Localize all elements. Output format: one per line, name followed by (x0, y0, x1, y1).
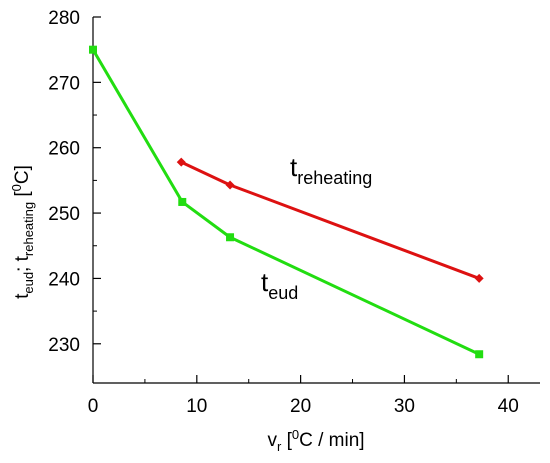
point-reheating-0 (176, 157, 186, 167)
y-tick-label-240: 240 (48, 269, 80, 290)
y-tick-label-270: 270 (48, 73, 80, 94)
y-axis-title-sup: 0 (9, 184, 24, 191)
x-axis-title-bracket: [ (281, 430, 292, 451)
y-axis-title-t1: t (12, 293, 33, 299)
point-eud-2 (226, 233, 235, 242)
series-layer (89, 45, 484, 359)
x-tick-label-40: 40 (498, 396, 519, 417)
x-axis-title-rest: C / min] (299, 430, 364, 451)
x-tick-label-10: 10 (186, 396, 207, 417)
point-reheating-2 (474, 273, 484, 283)
x-axis-title-main: v (267, 430, 277, 451)
y-axis-title-sub2: reheating (21, 202, 36, 256)
x-axis-title-sub: r (277, 439, 282, 454)
x-axis-title-sup: 0 (292, 427, 299, 442)
x-axis-title: vr [0C / min] (267, 427, 364, 454)
point-eud-1 (178, 197, 187, 206)
series-label-reheating-sub: reheating (297, 168, 372, 188)
series-label-eud-main: t (261, 267, 269, 297)
y-tick-label-250: 250 (48, 204, 80, 225)
y-axis-title-sep: ; t (12, 255, 33, 272)
point-eud-0 (89, 45, 97, 54)
y-tick-label-260: 260 (48, 139, 80, 160)
y-axis-title: teud; treheating [0C] (9, 165, 36, 299)
axes (92, 17, 540, 384)
point-eud-3 (475, 350, 484, 359)
series-label-reheating-main: t (290, 152, 298, 182)
ticks (92, 16, 509, 383)
y-tick-label-280: 280 (48, 8, 80, 29)
x-tick-label-0: 0 (88, 396, 99, 417)
y-tick-label-230: 230 (48, 335, 80, 356)
x-tick-label-20: 20 (290, 396, 311, 417)
tick-labels: 0 10 20 30 40 230 240 250 260 270 280 (48, 8, 519, 417)
point-reheating-1 (225, 180, 235, 190)
x-tick-label-30: 30 (394, 396, 415, 417)
series-label-reheating: treheating (290, 152, 372, 188)
series-line-eud (91, 48, 480, 356)
y-axis-title-sub1: eud (21, 272, 36, 294)
y-axis-title-rest: C] (12, 165, 33, 184)
series-label-eud-sub: eud (268, 283, 298, 303)
y-axis-title-bracket: [ (12, 191, 33, 202)
series-label-eud: teud (261, 267, 298, 303)
